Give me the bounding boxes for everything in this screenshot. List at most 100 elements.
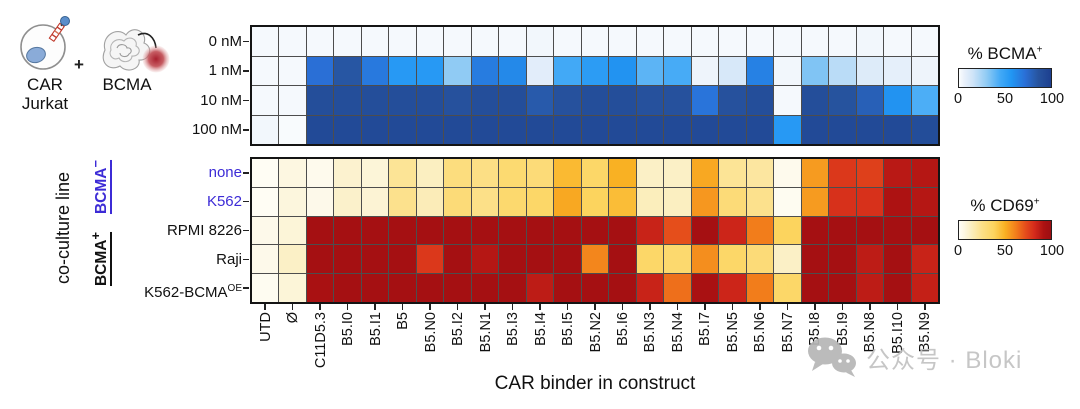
heatmap-cell (389, 27, 416, 56)
heatmap-cell (746, 187, 774, 216)
heatmap-cell (252, 187, 279, 216)
heatmap-cell (609, 245, 636, 274)
heatmap-cell (361, 274, 389, 302)
heatmap-cell (279, 27, 306, 56)
axis-tick (456, 304, 459, 310)
cd69-colorbar-title: % CD69+ (970, 196, 1040, 215)
heatmap-cell (252, 115, 279, 144)
x-axis-label-text: B5.N0 (422, 312, 439, 353)
heatmap-cell (306, 159, 334, 187)
heatmap-cell (664, 27, 691, 56)
heatmap-cell (252, 27, 279, 56)
heatmap-cell (334, 187, 361, 216)
row-label: none (208, 164, 242, 182)
axis-tick (243, 40, 249, 42)
heatmap-cell (636, 56, 664, 85)
heatmap-cell (499, 56, 526, 85)
axis-tick (511, 304, 514, 310)
heatmap-cell (856, 159, 884, 187)
x-axis-label-text: B5.N7 (779, 312, 796, 353)
x-axis-label-text: B5.I6 (614, 312, 631, 346)
heatmap-cell (471, 187, 499, 216)
row-label: Raji (216, 250, 242, 268)
heatmap-cell (444, 27, 471, 56)
heatmap-cell (334, 86, 361, 115)
heatmap-cell (416, 245, 444, 274)
axis-tick (291, 304, 294, 310)
row-label: 10 nM (200, 91, 242, 109)
car-label: CAR (27, 75, 63, 94)
heatmap-cell (471, 115, 499, 144)
heatmap-cell (911, 216, 938, 245)
heatmap-cell (252, 56, 279, 85)
heatmap-cell (444, 115, 471, 144)
heatmap-cell (581, 216, 609, 245)
heatmap-cell (636, 159, 664, 187)
heatmap-cell (719, 115, 746, 144)
heatmap-cell (911, 86, 938, 115)
heatmap-cell (554, 86, 581, 115)
heatmap-cell (581, 115, 609, 144)
heatmap-cell (719, 245, 746, 274)
heatmap-cell (306, 56, 334, 85)
heatmap-cell (444, 56, 471, 85)
cd69-colorbar-gradient-bar (958, 220, 1052, 240)
x-axis-label-text: B5.N4 (669, 312, 686, 353)
heatmap-cell (719, 86, 746, 115)
heatmap-cell (416, 56, 444, 85)
heatmap-cell (691, 115, 719, 144)
heatmap-cell (801, 245, 829, 274)
cd69-colorbar-tick-label: 50 (996, 243, 1014, 259)
axis-tick (566, 304, 569, 310)
heatmap-cell (636, 115, 664, 144)
heatmap-cell (416, 216, 444, 245)
heatmap-cell (911, 245, 938, 274)
axis-tick (243, 70, 249, 72)
heatmap-cell (279, 245, 306, 274)
heatmap-cell (691, 159, 719, 187)
x-axis-label-text: B5.N3 (642, 312, 659, 353)
heatmap-cell (911, 115, 938, 144)
heatmap-cell (829, 187, 856, 216)
heatmap-cell (361, 27, 389, 56)
heatmap-cell (252, 86, 279, 115)
axis-tick (786, 304, 789, 310)
heatmap-cell (526, 27, 554, 56)
heatmap-cell (581, 159, 609, 187)
heatmap-cell (499, 216, 526, 245)
heatmap-cell (829, 159, 856, 187)
heatmap-cell (746, 27, 774, 56)
heatmap-cell (444, 159, 471, 187)
axis-tick (319, 304, 321, 310)
heatmap-cell (389, 159, 416, 187)
heatmap-cell (416, 187, 444, 216)
heatmap-cell (581, 27, 609, 56)
heatmap-cell (856, 216, 884, 245)
heatmap-cell (774, 86, 801, 115)
heatmap-cell (856, 245, 884, 274)
heatmap-cell (636, 216, 664, 245)
axis-tick (676, 304, 679, 310)
heatmap-cell (856, 86, 884, 115)
heatmap-cell (746, 274, 774, 302)
axis-tick (243, 287, 249, 289)
plus-sign: + (74, 55, 84, 74)
heatmap-cell (416, 274, 444, 302)
heatmap-cell (334, 27, 361, 56)
heatmap-cell (554, 159, 581, 187)
x-axis-label-text: B5.I7 (697, 312, 714, 346)
heatmap-cell (444, 216, 471, 245)
heatmap-cell (664, 187, 691, 216)
row-label: K562 (206, 193, 242, 211)
heatmap-cell (471, 159, 499, 187)
heatmap-cell (526, 86, 554, 115)
axis-tick (704, 304, 706, 310)
heatmap-cell (691, 187, 719, 216)
axis-tick (401, 304, 404, 310)
axis-tick (759, 304, 761, 310)
heatmap-cell (884, 245, 911, 274)
row-label: K562-BCMAOE (144, 282, 242, 301)
heatmap-cell (829, 56, 856, 85)
x-axis-label-text: B5.I2 (450, 312, 467, 346)
